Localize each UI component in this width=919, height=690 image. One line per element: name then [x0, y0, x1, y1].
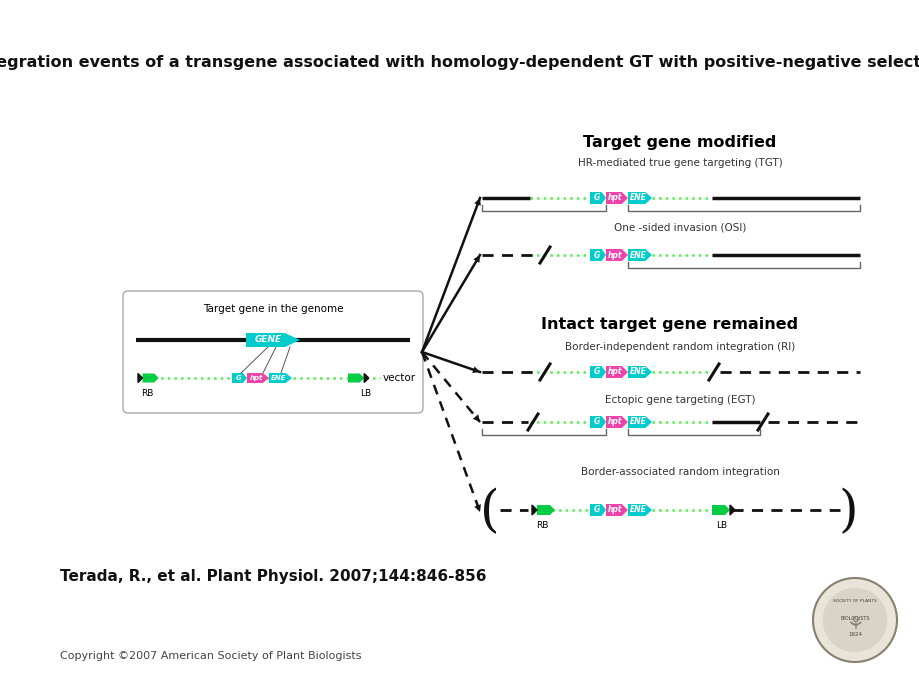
Text: Integration events of a transgene associated with homology-dependent GT with pos: Integration events of a transgene associ… — [0, 55, 919, 70]
Text: One -sided invasion (OSI): One -sided invasion (OSI) — [613, 223, 745, 233]
Polygon shape — [142, 373, 158, 382]
Text: ): ) — [837, 487, 857, 537]
Text: G: G — [235, 375, 241, 381]
Polygon shape — [606, 249, 628, 261]
Text: GENE: GENE — [255, 335, 282, 344]
Text: hpt: hpt — [249, 375, 263, 381]
Text: HR-mediated true gene targeting (TGT): HR-mediated true gene targeting (TGT) — [577, 158, 781, 168]
Text: 1924: 1924 — [847, 632, 861, 637]
Text: LB: LB — [360, 389, 371, 399]
Text: Ectopic gene targeting (EGT): Ectopic gene targeting (EGT) — [604, 395, 754, 405]
Text: G: G — [593, 417, 599, 426]
Text: hpt: hpt — [607, 250, 622, 259]
Text: SOCIETY OF PLANTS: SOCIETY OF PLANTS — [833, 599, 876, 603]
Polygon shape — [628, 416, 652, 428]
Text: hpt: hpt — [607, 417, 622, 426]
Polygon shape — [589, 249, 606, 261]
Polygon shape — [138, 373, 142, 382]
Polygon shape — [628, 366, 652, 378]
Text: hpt: hpt — [607, 368, 622, 377]
Polygon shape — [606, 416, 628, 428]
Text: Border-associated random integration: Border-associated random integration — [580, 467, 778, 477]
Polygon shape — [364, 373, 369, 382]
Text: G: G — [593, 506, 599, 515]
Polygon shape — [606, 192, 628, 204]
Text: G: G — [593, 193, 599, 202]
Polygon shape — [606, 366, 628, 378]
Polygon shape — [531, 505, 537, 515]
Polygon shape — [628, 504, 652, 516]
Text: RB: RB — [141, 389, 153, 399]
Text: hpt: hpt — [607, 506, 622, 515]
Polygon shape — [472, 415, 480, 422]
Polygon shape — [473, 255, 480, 263]
Polygon shape — [537, 505, 554, 515]
Text: ENE: ENE — [629, 368, 646, 377]
Text: ENE: ENE — [629, 506, 646, 515]
Text: BIOLOGISTS: BIOLOGISTS — [839, 615, 868, 620]
Text: Target gene modified: Target gene modified — [583, 135, 776, 150]
Circle shape — [812, 578, 896, 662]
Polygon shape — [589, 192, 606, 204]
Polygon shape — [729, 505, 734, 515]
Text: ⚘: ⚘ — [845, 615, 863, 633]
Text: G: G — [593, 250, 599, 259]
Polygon shape — [474, 504, 481, 512]
Polygon shape — [246, 373, 268, 383]
Text: Border-independent random integration (RI): Border-independent random integration (R… — [564, 342, 794, 352]
Text: LB: LB — [716, 522, 727, 531]
Text: ENE: ENE — [629, 417, 646, 426]
Text: Target gene in the genome: Target gene in the genome — [202, 304, 343, 314]
Text: Copyright ©2007 American Society of Plant Biologists: Copyright ©2007 American Society of Plan… — [60, 651, 361, 661]
Polygon shape — [232, 373, 246, 383]
Text: vector: vector — [382, 373, 415, 383]
Polygon shape — [628, 192, 652, 204]
FancyBboxPatch shape — [123, 291, 423, 413]
Text: ENE: ENE — [271, 375, 286, 381]
Polygon shape — [268, 373, 291, 383]
Polygon shape — [589, 416, 606, 428]
Text: Terada, R., et al. Plant Physiol. 2007;144:846-856: Terada, R., et al. Plant Physiol. 2007;1… — [60, 569, 486, 584]
Polygon shape — [347, 373, 364, 382]
Polygon shape — [473, 198, 481, 206]
Polygon shape — [245, 333, 300, 347]
Polygon shape — [606, 504, 628, 516]
Text: RB: RB — [535, 522, 548, 531]
Text: (: ( — [480, 487, 499, 537]
Text: G: G — [593, 368, 599, 377]
Polygon shape — [589, 366, 606, 378]
Polygon shape — [711, 505, 729, 515]
Polygon shape — [589, 504, 606, 516]
Polygon shape — [628, 249, 652, 261]
Polygon shape — [471, 366, 480, 373]
Text: ENE: ENE — [629, 193, 646, 202]
Text: ENE: ENE — [629, 250, 646, 259]
Text: hpt: hpt — [607, 193, 622, 202]
Text: Intact target gene remained: Intact target gene remained — [541, 317, 798, 333]
Circle shape — [823, 589, 886, 651]
